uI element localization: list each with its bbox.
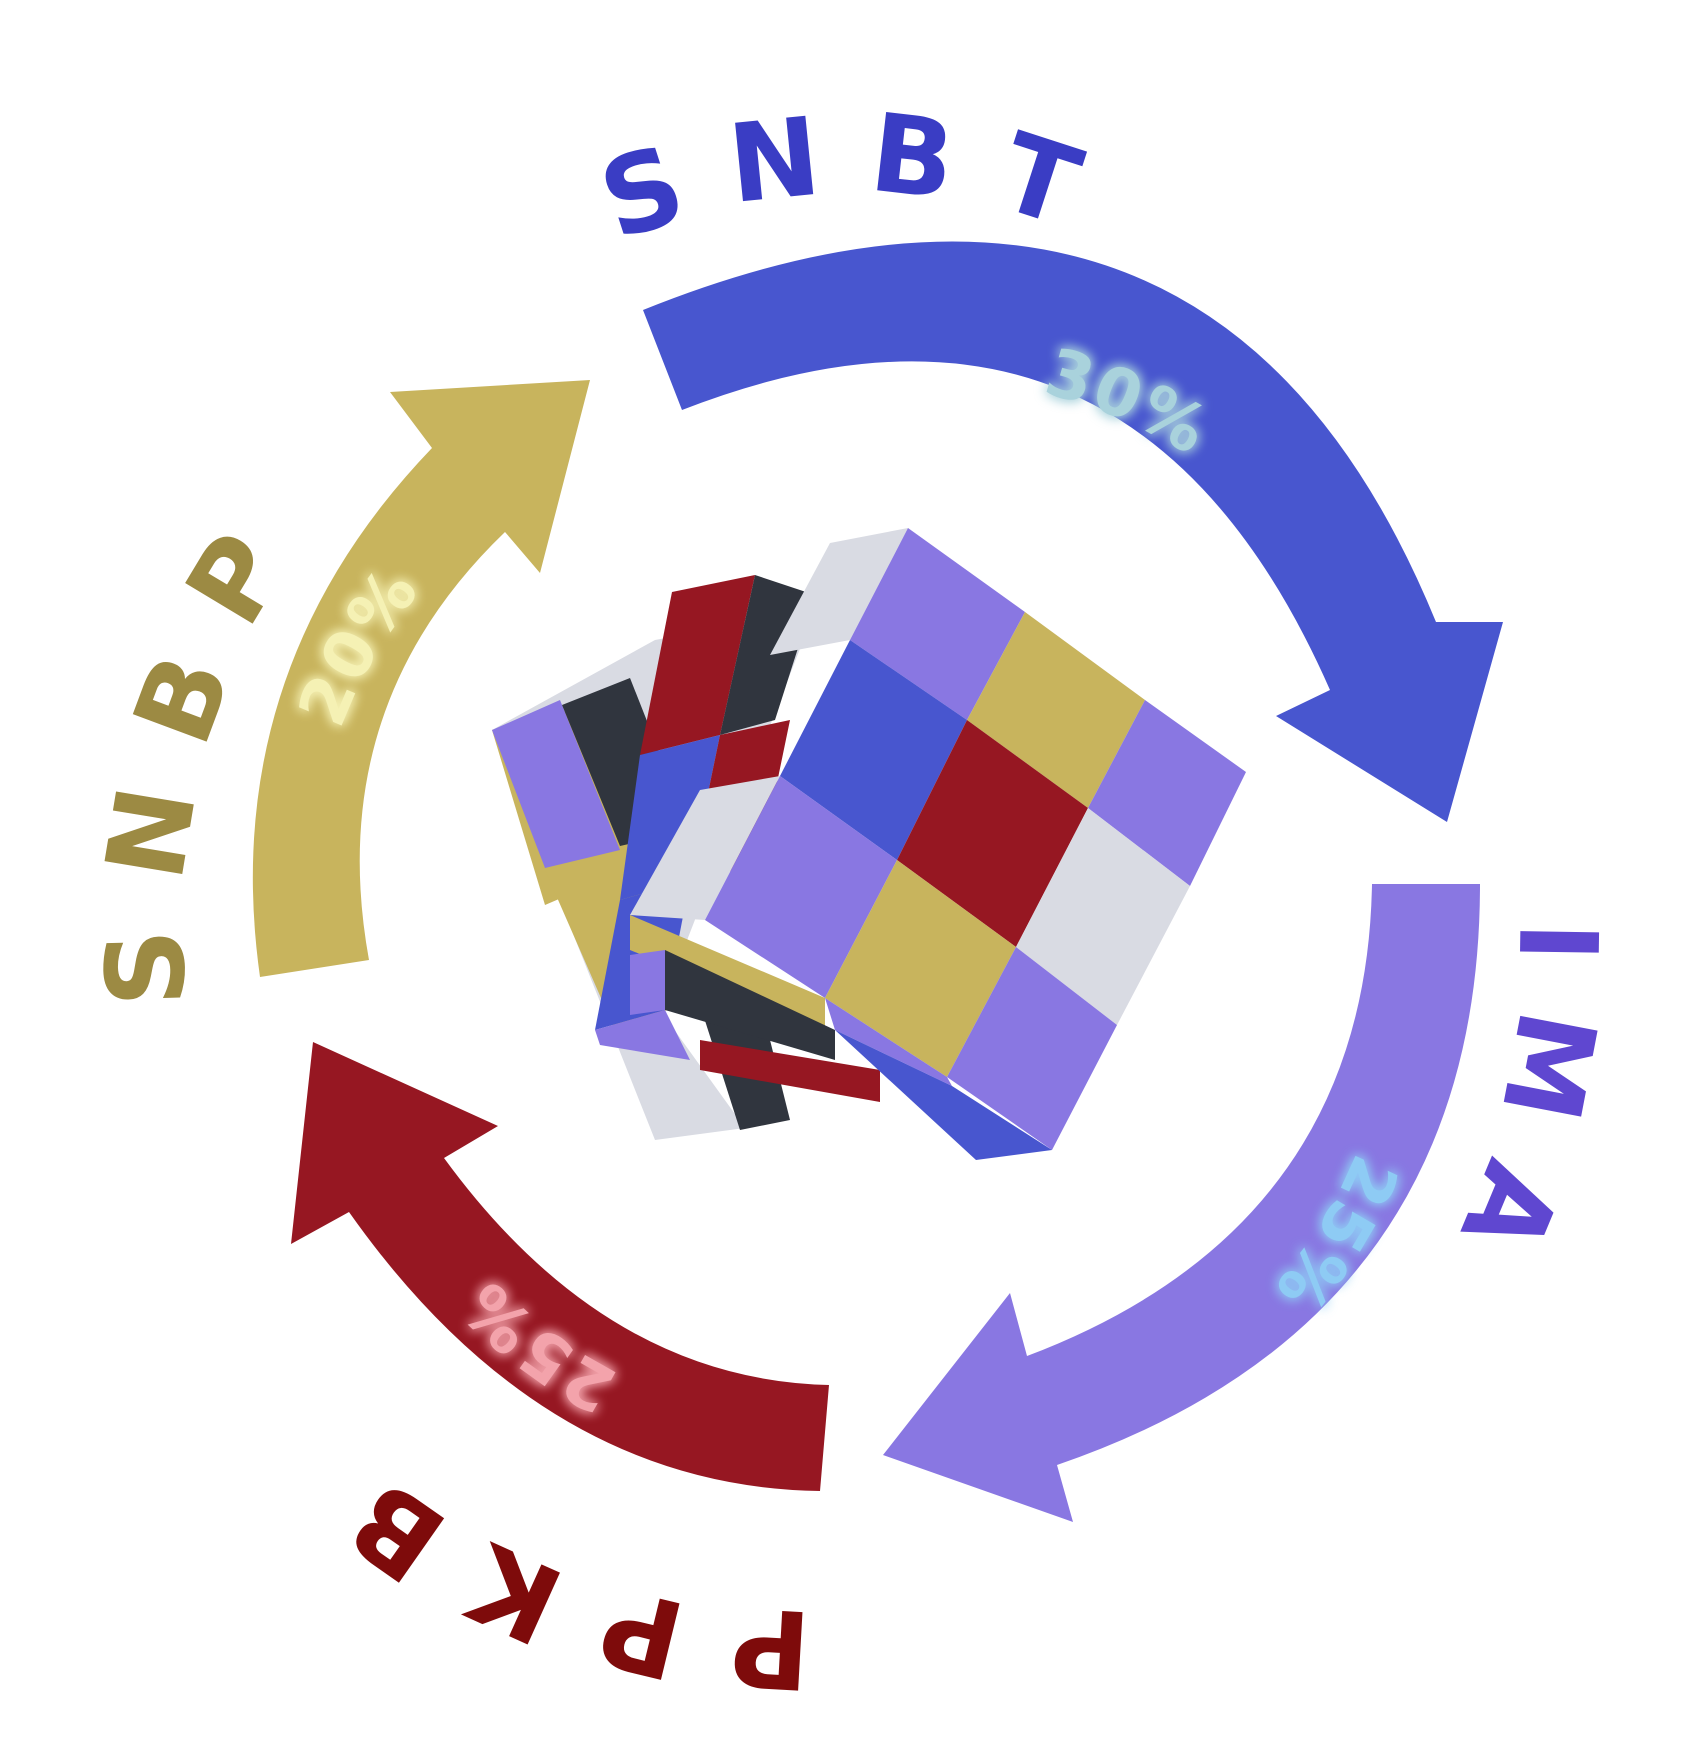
rubiks-cube-illustration [492, 528, 1246, 1160]
label-snbt: SNBT [587, 90, 1136, 265]
arrow-ppkb [291, 1042, 829, 1491]
arrow-snbp [252, 380, 590, 977]
arrow-simak [883, 884, 1480, 1522]
arrow-snbt [643, 241, 1503, 822]
